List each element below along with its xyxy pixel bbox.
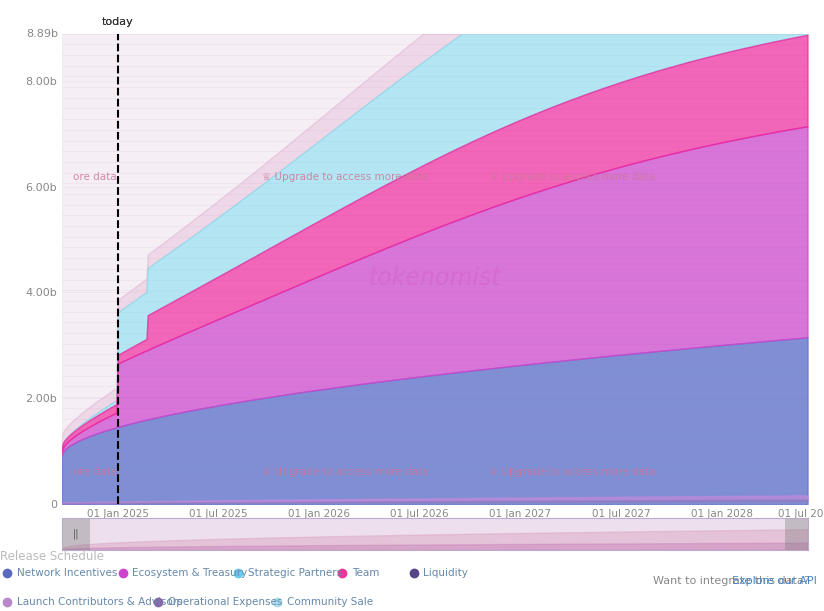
Text: Community Sale: Community Sale <box>287 597 372 607</box>
Text: Ecosystem & Treasury: Ecosystem & Treasury <box>133 568 247 578</box>
Text: today: today <box>102 18 133 27</box>
Text: ♕ Upgrade to access more data: ♕ Upgrade to access more data <box>262 172 428 182</box>
Text: Team: Team <box>352 568 379 578</box>
Bar <box>785 518 808 550</box>
Text: Strategic Partners: Strategic Partners <box>248 568 342 578</box>
Bar <box>62 518 90 550</box>
Text: Launch Contributors & Advisors: Launch Contributors & Advisors <box>16 597 182 607</box>
Text: Liquidity: Liquidity <box>423 568 468 578</box>
Text: ♕ Upgrade to access more data: ♕ Upgrade to access more data <box>262 467 428 477</box>
Text: ♕ Upgrade to access more data: ♕ Upgrade to access more data <box>489 467 656 477</box>
Text: ||: || <box>73 529 79 540</box>
Text: Release Schedule: Release Schedule <box>0 550 104 563</box>
Text: Network Incentives: Network Incentives <box>16 568 117 578</box>
Text: ore data: ore data <box>73 172 117 182</box>
Text: ♕ Upgrade to access more data: ♕ Upgrade to access more data <box>489 172 656 182</box>
Text: 8.89b: 8.89b <box>26 29 58 38</box>
Text: ore data: ore data <box>73 467 117 477</box>
Text: Explore our API: Explore our API <box>592 576 817 586</box>
Text: Operational Expenses: Operational Expenses <box>168 597 283 607</box>
Text: Want to integrate this data?: Want to integrate this data? <box>653 576 817 586</box>
Text: tokenomist: tokenomist <box>368 266 501 290</box>
Text: today: today <box>102 18 133 27</box>
